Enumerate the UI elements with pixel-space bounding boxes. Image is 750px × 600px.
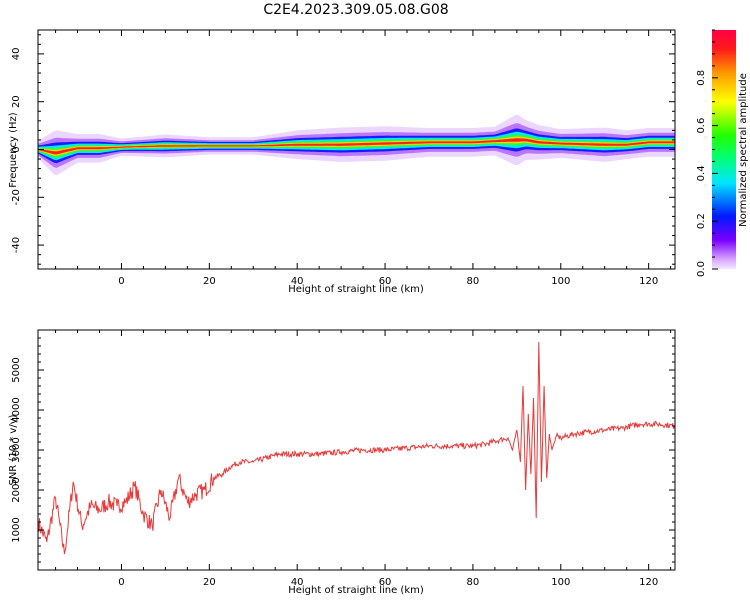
spectrogram-red-core: [38, 138, 675, 155]
colorbar-ticks: 0.0 0.2 0.4 0.6 0.8: [696, 29, 718, 277]
spectrogram-panel: 0 20 40 60 80 100 120 -40 -20 0 20 40 Height of str…: [8, 29, 676, 295]
spectrogram-ytick-label: -40: [11, 237, 22, 253]
colorbar-gradient: [712, 30, 736, 269]
spectrogram-ytick-label: 0: [11, 146, 22, 152]
colorbar-tick-label: 0.2: [696, 213, 707, 229]
snr-ticks: 0 20 40 60 80 100 120 1000 2000 3000 4000 5000: [11, 329, 675, 588]
figure-title: C2E4.2023.309.05.08.G08: [263, 2, 448, 18]
colorbar-tick-label: 0.4: [696, 165, 707, 181]
spectrogram-xtick-label: 60: [379, 276, 392, 287]
colorbar-tick-label: 0.0: [696, 261, 707, 277]
snr-ytick-label: 3000: [11, 437, 22, 462]
snr-panel: 0 20 40 60 80 100 120 1000 2000 3000 4000 5000 Heig…: [8, 329, 676, 596]
spectrogram-xtick-label: 120: [639, 276, 658, 287]
spectrogram-ytick-label: 40: [11, 48, 22, 61]
spectrogram-ylabel: Frequency (Hz): [8, 112, 19, 188]
snr-xtick-label: 80: [467, 577, 480, 588]
colorbar-tick-label: 0.6: [696, 118, 707, 134]
snr-ytick-label: 1000: [11, 517, 22, 542]
snr-xtick-label: 0: [118, 577, 124, 588]
spectrogram-xlabel: Height of straight line (km): [288, 284, 424, 295]
snr-xtick-label: 120: [639, 577, 658, 588]
spectrogram-xtick-label: 40: [291, 276, 304, 287]
spectrogram-ridge: [38, 114, 675, 176]
spectrogram-ticks: 0 20 40 60 80 100 120 -40 -20 0 20 40: [11, 30, 675, 287]
snr-xtick-label: 60: [379, 577, 392, 588]
snr-xlabel: Height of straight line (km): [288, 585, 424, 596]
colorbar-label: Normalized spectral amplitude: [738, 73, 749, 227]
snr-ytick-label: 4000: [11, 397, 22, 422]
snr-ytick-label: 5000: [11, 357, 22, 382]
snr-xtick-label: 40: [291, 577, 304, 588]
spectrogram-xtick-label: 80: [467, 276, 480, 287]
spectrogram-ytick-label: 20: [11, 95, 22, 108]
snr-xtick-label: 20: [203, 577, 216, 588]
snr-xtick-label: 100: [551, 577, 570, 588]
snr-series-line: [38, 341, 675, 555]
snr-plot-area: [38, 341, 675, 555]
snr-frame: [37, 329, 676, 571]
spectrogram-xtick-label: 100: [551, 276, 570, 287]
colorbar-tick-label: 0.8: [696, 70, 707, 86]
colorbar: 0.0 0.2 0.4 0.6 0.8 Normalized spectral ampl…: [696, 29, 749, 277]
spectrogram-ytick-label: -20: [11, 189, 22, 205]
snr-ytick-label: 2000: [11, 477, 22, 502]
spectrogram-xtick-label: 0: [118, 276, 124, 287]
snr-ylabel: SNR (10 * v/v): [8, 414, 19, 485]
spectrogram-xtick-label: 20: [203, 276, 216, 287]
